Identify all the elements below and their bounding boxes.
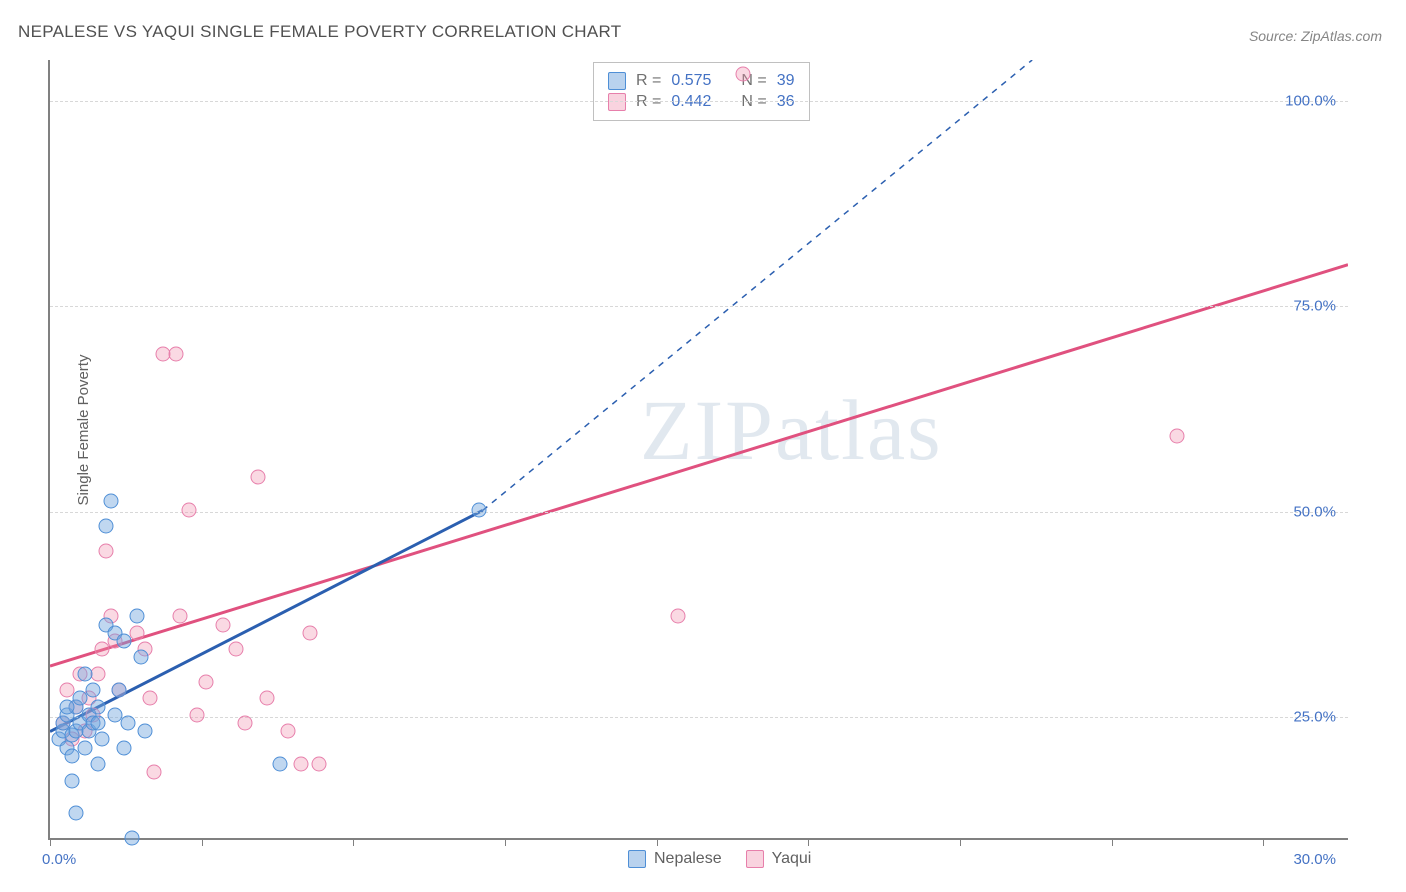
data-point: [1169, 428, 1184, 443]
xtick: [505, 838, 506, 846]
data-point: [238, 716, 253, 731]
r-value-nepalese: 0.575: [671, 72, 711, 90]
data-point: [736, 67, 751, 82]
ytick-label: 75.0%: [1293, 298, 1336, 315]
data-point: [90, 699, 105, 714]
xtick: [808, 838, 809, 846]
data-point: [99, 519, 114, 534]
data-point: [103, 494, 118, 509]
swatch-yaqui: [746, 850, 764, 868]
data-point: [90, 716, 105, 731]
source-attribution: Source: ZipAtlas.com: [1249, 28, 1382, 44]
swatch-nepalese: [608, 72, 626, 90]
data-point: [259, 691, 274, 706]
data-point: [77, 666, 92, 681]
data-point: [173, 609, 188, 624]
legend-label-yaqui: Yaqui: [772, 850, 812, 868]
data-point: [95, 732, 110, 747]
swatch-nepalese: [628, 850, 646, 868]
data-point: [181, 502, 196, 517]
legend-item-yaqui: Yaqui: [746, 850, 812, 868]
data-point: [99, 543, 114, 558]
data-point: [138, 724, 153, 739]
data-point: [129, 625, 144, 640]
correlation-legend: R = 0.575 N = 39 R = 0.442 N = 36: [593, 62, 810, 121]
data-point: [303, 625, 318, 640]
data-point: [190, 707, 205, 722]
data-point: [86, 683, 101, 698]
chart-title: NEPALESE VS YAQUI SINGLE FEMALE POVERTY …: [18, 22, 621, 42]
data-point: [90, 666, 105, 681]
data-point: [116, 633, 131, 648]
data-point: [64, 748, 79, 763]
gridline-h: [50, 101, 1348, 102]
xtick: [657, 838, 658, 846]
data-point: [134, 650, 149, 665]
gridline-h: [50, 306, 1348, 307]
data-point: [64, 773, 79, 788]
data-point: [272, 757, 287, 772]
data-point: [60, 699, 75, 714]
xtick-label-right: 30.0%: [1293, 851, 1336, 868]
data-point: [112, 683, 127, 698]
xtick: [202, 838, 203, 846]
data-point: [294, 757, 309, 772]
data-point: [472, 502, 487, 517]
series-legend: Nepalese Yaqui: [628, 850, 811, 868]
xtick: [1263, 838, 1264, 846]
xtick: [960, 838, 961, 846]
legend-item-nepalese: Nepalese: [628, 850, 722, 868]
trendline: [50, 265, 1348, 666]
gridline-h: [50, 512, 1348, 513]
data-point: [69, 806, 84, 821]
data-point: [147, 765, 162, 780]
data-point: [142, 691, 157, 706]
data-point: [311, 757, 326, 772]
data-point: [168, 346, 183, 361]
xtick: [50, 838, 51, 846]
data-point: [671, 609, 686, 624]
data-point: [199, 675, 214, 690]
ytick-label: 100.0%: [1285, 93, 1336, 110]
legend-label-nepalese: Nepalese: [654, 850, 722, 868]
data-point: [129, 609, 144, 624]
xtick-label-left: 0.0%: [42, 851, 76, 868]
data-point: [90, 757, 105, 772]
ytick-label: 25.0%: [1293, 708, 1336, 725]
n-value-nepalese: 39: [777, 72, 795, 90]
plot-area: ZIPatlas R = 0.575 N = 39 R = 0.442 N = …: [48, 60, 1348, 840]
r-label: R =: [636, 72, 661, 90]
data-point: [77, 740, 92, 755]
trendline: [483, 60, 1032, 510]
data-point: [251, 469, 266, 484]
data-point: [121, 716, 136, 731]
legend-row-nepalese: R = 0.575 N = 39: [608, 72, 795, 90]
ytick-label: 50.0%: [1293, 503, 1336, 520]
data-point: [281, 724, 296, 739]
data-point: [216, 617, 231, 632]
data-point: [125, 831, 140, 846]
data-point: [116, 740, 131, 755]
xtick: [1112, 838, 1113, 846]
xtick: [353, 838, 354, 846]
data-point: [229, 642, 244, 657]
watermark: ZIPatlas: [640, 380, 943, 480]
